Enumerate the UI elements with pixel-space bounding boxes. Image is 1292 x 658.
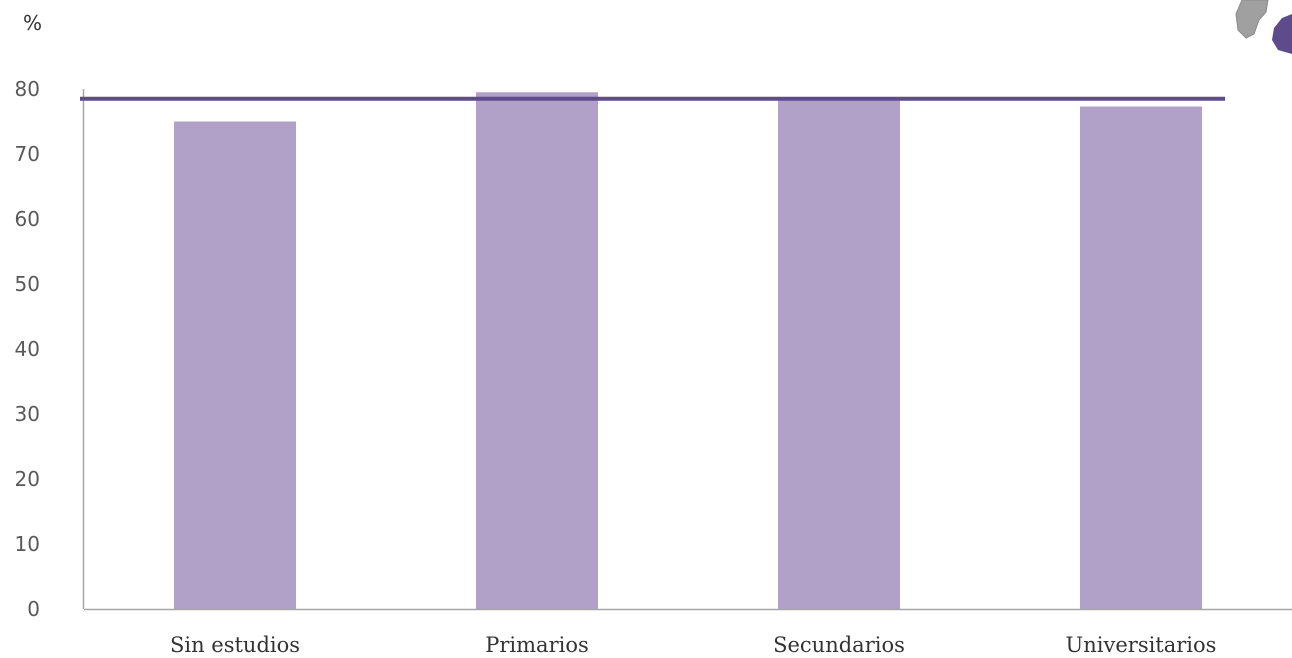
y-axis-unit-label: %: [23, 11, 42, 35]
bar: [476, 92, 598, 609]
y-tick-label: 30: [15, 402, 40, 426]
x-tick-label: Secundarios: [773, 633, 905, 657]
bar: [1080, 106, 1202, 610]
bar: [778, 98, 900, 609]
logo-purple-shape: [1272, 14, 1292, 54]
x-tick-label: Sin estudios: [170, 633, 300, 657]
y-tick-label: 40: [15, 337, 40, 361]
y-tick-label: 10: [15, 532, 40, 556]
corner-logo: [1235, 0, 1292, 54]
y-tick-label: 80: [15, 77, 40, 101]
x-tick-label: Universitarios: [1066, 633, 1217, 657]
bar: [174, 121, 296, 609]
bars: [174, 92, 1202, 610]
y-tick-label: 0: [27, 597, 40, 621]
y-tick-label: 60: [15, 207, 40, 231]
x-tick-label: Primarios: [485, 633, 589, 657]
x-axis-ticks: Sin estudios Primarios Secundarios Universi…: [170, 633, 1216, 657]
y-tick-label: 50: [15, 272, 40, 296]
y-tick-label: 70: [15, 142, 40, 166]
logo-gray-shape: [1235, 0, 1269, 39]
y-axis-ticks: 0 10 20 30 40 50 60 70 80: [15, 77, 40, 621]
y-tick-label: 20: [15, 467, 40, 491]
